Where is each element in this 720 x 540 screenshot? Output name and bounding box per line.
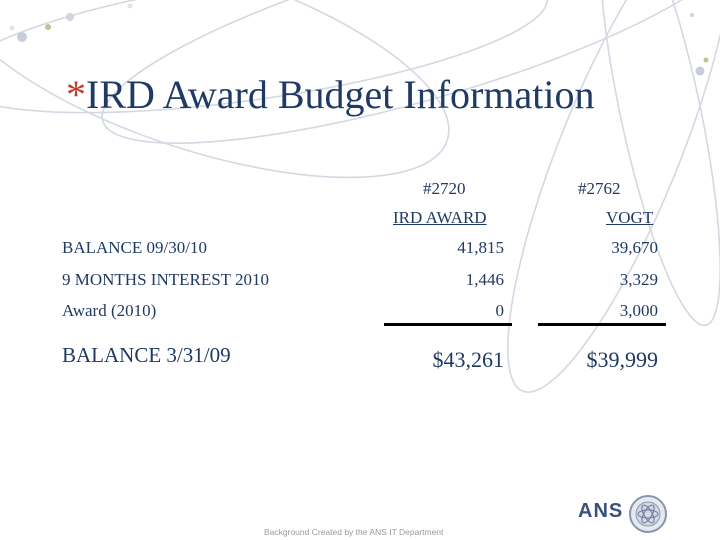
cell-total-c1: $43,261: [432, 347, 505, 372]
column-1-number: #2720: [423, 179, 466, 198]
electron-dot: [17, 32, 27, 42]
row-label-interest: 9 MONTHS INTEREST 2010: [62, 270, 269, 289]
row-label-balance-09-30-10: BALANCE 09/30/10: [62, 238, 207, 257]
title-asterisk: *: [66, 72, 86, 117]
electron-dot: [703, 57, 709, 63]
ans-logo: ANS: [576, 494, 686, 534]
orbit-ring: [0, 0, 450, 179]
column-1-name: IRD AWARD: [393, 208, 487, 227]
orbit-ring: [599, 0, 720, 327]
column-2-name: VOGT: [606, 208, 654, 227]
electron-dot: [127, 3, 133, 9]
electron-dot: [9, 25, 15, 31]
cell-total-c2: $39,999: [586, 347, 659, 372]
cell-r2-c1: 1,446: [465, 270, 504, 289]
logo-text: ANS: [578, 500, 624, 522]
electron-dot: [690, 13, 694, 17]
cell-r3-c2: 3,000: [619, 301, 658, 320]
cell-r1-c2: 39,670: [611, 238, 658, 257]
column-2-number: #2762: [578, 179, 621, 198]
title-text: IRD Award Budget Information: [86, 72, 595, 117]
seal-icon: [629, 495, 667, 533]
sum-rule-column-2: [538, 323, 666, 326]
orbit-ring: [507, 0, 720, 393]
electron-dot: [695, 66, 705, 76]
page-title: *IRD Award Budget Information: [66, 70, 594, 120]
electron-dot: [66, 13, 74, 21]
cell-r1-c1: 41,815: [457, 238, 504, 257]
row-label-award: Award (2010): [62, 301, 157, 320]
orbit-ring: [0, 0, 548, 114]
row-label-balance-3-31-09: BALANCE 3/31/09: [62, 343, 231, 367]
electron-dot: [45, 24, 51, 30]
cell-r3-c1: 0: [495, 301, 505, 320]
cell-r2-c2: 3,329: [619, 270, 658, 289]
orbit-ring: [101, 0, 720, 144]
footer-credit: Background Created by the ANS IT Departm…: [264, 527, 444, 537]
sum-rule-column-1: [384, 323, 512, 326]
